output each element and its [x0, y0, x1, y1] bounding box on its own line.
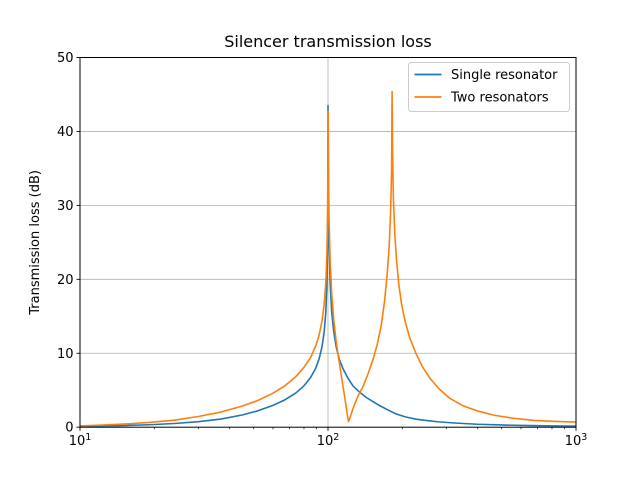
x-tick-label: 103 [565, 432, 588, 449]
data-series [79, 90, 577, 428]
axis-ticks [76, 57, 577, 431]
y-tick-label: 0 [65, 421, 73, 436]
legend-label-single-resonator: Single resonator [451, 68, 558, 83]
legend: Single resonator Two resonators [408, 62, 570, 112]
series-line-two-resonators [79, 90, 577, 427]
legend-label-two-resonators: Two resonators [450, 91, 549, 106]
x-tick-label: 102 [317, 432, 340, 449]
y-tick-label: 10 [57, 347, 74, 362]
axes-frame [79, 57, 577, 428]
y-tick-label: 20 [57, 273, 74, 288]
y-tick-label: 50 [57, 51, 74, 66]
chart-title: Silencer transmission loss [224, 32, 432, 51]
legend-frame [408, 62, 570, 112]
y-axis-label: Transmission loss (dB) [28, 170, 43, 316]
y-tick-label: 40 [57, 125, 74, 140]
axis-tick-labels: 101 102 103 0 10 20 30 40 50 [57, 51, 587, 449]
x-tick-label: 101 [69, 432, 92, 449]
y-tick-label: 30 [57, 199, 74, 214]
